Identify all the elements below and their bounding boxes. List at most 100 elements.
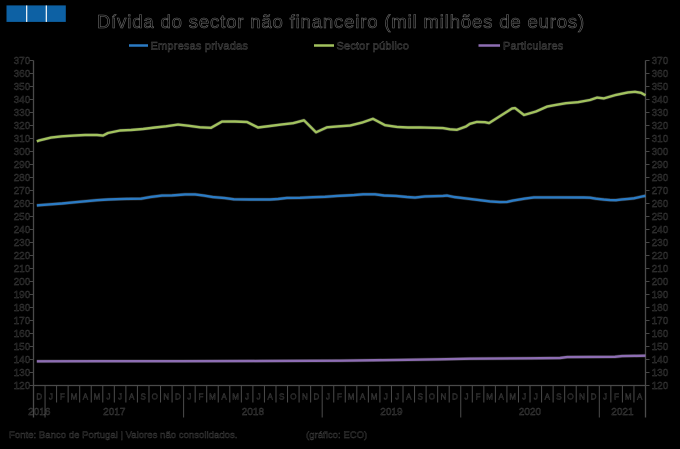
svg-text:270: 270 — [652, 186, 669, 197]
svg-text:2017: 2017 — [103, 407, 126, 418]
svg-text:330: 330 — [652, 108, 669, 119]
svg-text:M: M — [209, 393, 216, 402]
svg-text:J: J — [187, 393, 191, 402]
svg-text:J: J — [384, 393, 388, 402]
svg-text:140: 140 — [14, 355, 31, 366]
svg-text:200: 200 — [14, 277, 31, 288]
svg-text:2018: 2018 — [242, 407, 265, 418]
svg-text:160: 160 — [652, 329, 669, 340]
svg-text:Empresas privadas: Empresas privadas — [151, 40, 249, 52]
svg-text:D: D — [36, 393, 42, 402]
svg-text:M: M — [371, 393, 378, 402]
svg-text:A: A — [406, 393, 412, 402]
svg-text:250: 250 — [14, 212, 31, 223]
svg-text:N: N — [441, 393, 447, 402]
svg-text:A: A — [268, 393, 274, 402]
svg-text:M: M — [486, 393, 493, 402]
svg-text:2020: 2020 — [519, 407, 542, 418]
svg-text:A: A — [83, 393, 89, 402]
svg-text:A: A — [545, 393, 551, 402]
svg-text:F: F — [476, 393, 481, 402]
svg-text:F: F — [60, 393, 65, 402]
svg-text:320: 320 — [14, 121, 31, 132]
svg-text:J: J — [603, 393, 607, 402]
svg-text:Dívida do sector não financeir: Dívida do sector não financeiro (mil mil… — [97, 11, 585, 32]
svg-text:220: 220 — [652, 251, 669, 262]
svg-text:270: 270 — [14, 186, 31, 197]
svg-text:210: 210 — [652, 264, 669, 275]
svg-text:M: M — [94, 393, 101, 402]
svg-text:J: J — [49, 393, 53, 402]
svg-text:250: 250 — [652, 212, 669, 223]
svg-text:A: A — [129, 393, 135, 402]
svg-text:220: 220 — [14, 251, 31, 262]
svg-text:150: 150 — [14, 342, 31, 353]
svg-text:M: M — [232, 393, 239, 402]
svg-text:Particulares: Particulares — [503, 40, 564, 52]
svg-text:300: 300 — [14, 147, 31, 158]
svg-text:N: N — [163, 393, 169, 402]
svg-text:150: 150 — [652, 342, 669, 353]
svg-text:160: 160 — [14, 329, 31, 340]
svg-text:300: 300 — [652, 147, 669, 158]
svg-text:140: 140 — [652, 355, 669, 366]
svg-text:F: F — [198, 393, 203, 402]
svg-text:A: A — [498, 393, 504, 402]
svg-text:2019: 2019 — [380, 407, 403, 418]
svg-text:J: J — [326, 393, 330, 402]
svg-text:N: N — [302, 393, 308, 402]
svg-text:230: 230 — [14, 238, 31, 249]
svg-text:340: 340 — [652, 95, 669, 106]
svg-text:2021: 2021 — [611, 407, 634, 418]
svg-text:210: 210 — [14, 264, 31, 275]
svg-text:A: A — [221, 393, 227, 402]
svg-text:(gráfico: ECO): (gráfico: ECO) — [306, 430, 367, 441]
svg-text:200: 200 — [652, 277, 669, 288]
svg-text:180: 180 — [652, 303, 669, 314]
svg-text:D: D — [591, 393, 597, 402]
svg-text:280: 280 — [14, 173, 31, 184]
svg-text:290: 290 — [652, 160, 669, 171]
svg-text:O: O — [429, 393, 435, 402]
svg-text:240: 240 — [14, 225, 31, 236]
svg-text:J: J — [395, 393, 399, 402]
svg-text:230: 230 — [652, 238, 669, 249]
svg-text:360: 360 — [14, 69, 31, 80]
svg-text:170: 170 — [14, 316, 31, 327]
svg-text:J: J — [522, 393, 526, 402]
svg-text:360: 360 — [652, 69, 669, 80]
svg-text:290: 290 — [14, 160, 31, 171]
svg-text:S: S — [556, 393, 561, 402]
svg-text:J: J — [107, 393, 111, 402]
svg-text:120: 120 — [652, 381, 669, 392]
svg-text:M: M — [509, 393, 516, 402]
svg-text:370: 370 — [14, 56, 31, 67]
svg-text:190: 190 — [14, 290, 31, 301]
svg-text:370: 370 — [652, 56, 669, 67]
svg-text:170: 170 — [652, 316, 669, 327]
svg-text:340: 340 — [14, 95, 31, 106]
svg-text:J: J — [465, 393, 469, 402]
svg-text:F: F — [337, 393, 342, 402]
svg-text:S: S — [418, 393, 423, 402]
svg-text:N: N — [579, 393, 585, 402]
svg-text:320: 320 — [652, 121, 669, 132]
svg-text:330: 330 — [14, 108, 31, 119]
svg-text:S: S — [279, 393, 284, 402]
svg-text:A: A — [637, 393, 643, 402]
svg-text:M: M — [71, 393, 78, 402]
svg-text:Sector público: Sector público — [337, 40, 410, 52]
svg-text:S: S — [141, 393, 146, 402]
svg-text:180: 180 — [14, 303, 31, 314]
svg-text:J: J — [118, 393, 122, 402]
svg-text:2016: 2016 — [28, 407, 51, 418]
svg-text:350: 350 — [14, 82, 31, 93]
svg-text:260: 260 — [14, 199, 31, 210]
svg-text:D: D — [175, 393, 181, 402]
svg-text:D: D — [452, 393, 458, 402]
svg-text:350: 350 — [652, 82, 669, 93]
svg-text:310: 310 — [652, 134, 669, 145]
svg-text:J: J — [257, 393, 261, 402]
svg-text:120: 120 — [14, 381, 31, 392]
svg-text:Fonte: Banco de Portugal | Val: Fonte: Banco de Portugal | Valores não c… — [9, 430, 237, 441]
